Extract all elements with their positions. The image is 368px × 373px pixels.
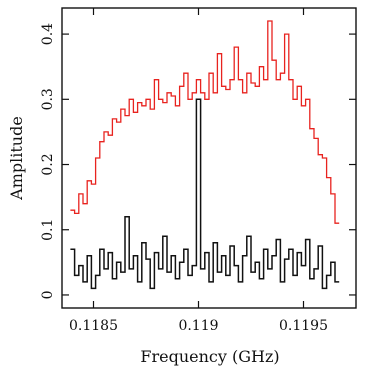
y-tick-label: 0.1 [40,219,56,241]
series-line-1 [70,20,340,224]
series-line-2 [70,98,340,290]
y-tick-label: 0.3 [40,88,56,110]
y-tick-label: 0.2 [40,153,56,175]
x-tick-label: 0.1185 [69,318,118,334]
x-tick-label: 0.119 [178,318,218,334]
series-layer [70,20,340,290]
plot-frame [61,7,357,309]
y-axis-title: Amplitude [7,116,26,201]
y-axis-ticks: 0 0.1 0.2 0.3 0.4 [40,23,356,299]
y-tick-label: 0.4 [40,23,56,45]
x-axis-ticks: 0.1185 0.119 0.1195 [69,8,328,334]
x-axis-title: Frequency (GHz) [140,347,279,366]
y-tick-label: 0 [40,290,56,299]
x-tick-label: 0.1195 [279,318,328,334]
